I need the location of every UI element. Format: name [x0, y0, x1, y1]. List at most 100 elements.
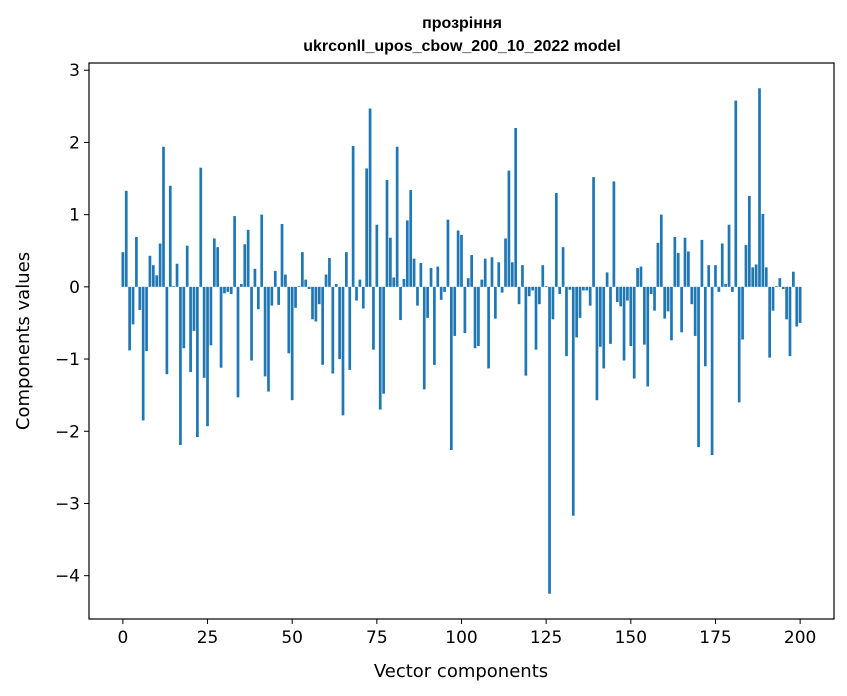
bar-152: [636, 268, 639, 287]
bar-140: [595, 286, 599, 401]
bar-137: [585, 286, 589, 291]
bar-25: [206, 286, 209, 427]
bar-173: [707, 265, 711, 287]
bar-146: [615, 286, 619, 302]
bar-108: [487, 286, 490, 369]
x-tick-label: 50: [281, 628, 303, 648]
bar-26: [209, 286, 213, 346]
bar-59: [321, 286, 325, 365]
bar-129: [558, 286, 562, 295]
bar-193: [775, 286, 778, 287]
bar-119: [524, 286, 528, 376]
bar-94: [439, 286, 443, 300]
y-tick-label: 1: [69, 206, 80, 226]
bar-198: [792, 271, 795, 287]
bar-12: [162, 146, 165, 287]
bar-70: [358, 279, 362, 287]
bar-181: [734, 100, 738, 287]
bar-167: [687, 251, 690, 287]
bar-48: [284, 274, 287, 287]
chart-title-line1: прозріння: [422, 15, 502, 32]
bar-11: [158, 243, 162, 287]
bar-75: [375, 224, 379, 287]
bar-188: [758, 88, 761, 287]
bar-35: [240, 283, 243, 287]
bar-29: [219, 286, 223, 368]
bar-51: [294, 286, 297, 308]
bar-34: [236, 286, 240, 398]
bar-187: [754, 264, 758, 287]
bar-177: [720, 243, 724, 287]
bar-52: [297, 286, 301, 287]
bar-15: [172, 286, 176, 287]
bar-67: [348, 286, 352, 370]
bar-117: [517, 286, 521, 305]
bar-91: [429, 268, 433, 287]
bar-163: [673, 237, 677, 287]
x-axis-ticks: 0 25 50 75 100 125 150 175 200: [117, 619, 816, 648]
bar-151: [632, 286, 636, 379]
x-tick-label: 200: [784, 628, 816, 648]
bar-159: [659, 214, 663, 287]
bar-58: [317, 286, 321, 305]
bar-7: [145, 286, 148, 352]
bar-33: [233, 216, 236, 287]
bar-191: [768, 286, 772, 358]
bar-175: [714, 265, 717, 287]
bar-114: [507, 170, 511, 287]
bar-4: [135, 237, 138, 287]
bar-115: [510, 262, 514, 287]
bar-69: [355, 286, 358, 301]
bar-189: [761, 213, 765, 287]
bar-89: [422, 286, 426, 390]
bar-105: [477, 286, 480, 347]
bar-111: [497, 262, 501, 287]
bar-120: [527, 286, 531, 297]
bar-14: [168, 185, 172, 287]
bar-178: [724, 283, 727, 287]
bar-6: [141, 286, 145, 421]
bar-21: [192, 286, 196, 331]
x-tick-label: 100: [445, 628, 477, 648]
bar-9: [151, 265, 155, 287]
bar-106: [480, 279, 484, 287]
bar-46: [277, 286, 280, 305]
bar-134: [575, 286, 578, 338]
bar-153: [639, 266, 643, 287]
bar-165: [680, 286, 683, 333]
bar-160: [663, 286, 667, 319]
bar-50: [290, 286, 294, 401]
bar-45: [273, 270, 277, 287]
bar-142: [602, 286, 606, 369]
bar-154: [643, 286, 646, 345]
bar-139: [592, 177, 595, 287]
bar-171: [700, 239, 704, 287]
bar-27: [212, 238, 216, 287]
bar-182: [737, 286, 741, 403]
bar-73: [368, 108, 372, 287]
bar-53: [300, 252, 304, 287]
bar-186: [751, 267, 755, 287]
bar-149: [626, 286, 629, 301]
bar-63: [334, 283, 338, 287]
bar-31: [226, 286, 230, 292]
bar-180: [731, 286, 734, 292]
bar-130: [561, 247, 565, 287]
bar-126: [548, 286, 551, 594]
x-tick-label: 175: [699, 628, 731, 648]
bar-20: [189, 286, 192, 373]
bar-54: [304, 279, 308, 287]
bar-87: [416, 286, 419, 306]
bar-17: [179, 286, 182, 445]
bar-8: [148, 255, 152, 287]
bar-88: [419, 263, 423, 287]
bar-22: [196, 286, 199, 438]
chart-title-line2: ukrconll_upos_cbow_200_10_2022 model: [303, 38, 620, 55]
bar-124: [541, 265, 545, 287]
bar-62: [331, 286, 335, 374]
bar-77: [382, 286, 385, 394]
bar-162: [670, 286, 673, 341]
bar-40: [256, 286, 260, 310]
bar-72: [365, 168, 369, 287]
bar-168: [690, 286, 694, 305]
